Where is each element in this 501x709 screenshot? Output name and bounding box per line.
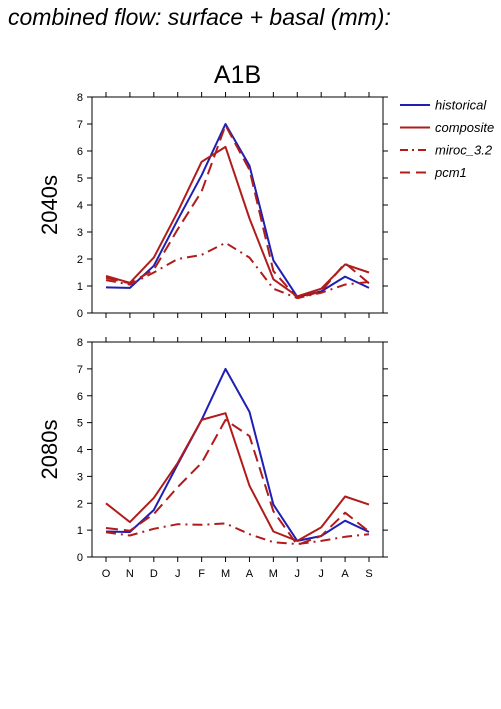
x-tick-label: A [246,568,254,580]
series-line-miroc-3-2 [105,522,370,546]
legend-label: miroc_3.2 [435,143,493,158]
x-tick-label: O [102,568,111,580]
y-tick-label: 5 [77,173,83,185]
legend-label: pcm1 [434,165,467,180]
legend-label: composite [435,120,494,135]
panel-title: A1B [214,61,261,89]
y-tick-label: 7 [77,119,83,131]
y-tick-label: 4 [77,445,83,457]
x-tick-label: F [198,568,205,580]
x-tick-label: M [221,568,230,580]
y-axis-label: 2080s [37,420,62,480]
x-tick-label: N [126,568,134,580]
y-tick-label: 0 [77,308,83,320]
y-tick-label: 8 [77,337,83,349]
series-line-pcm1 [105,124,370,300]
series-line-miroc-3-2 [105,241,370,300]
y-tick-label: 2 [77,254,83,266]
y-tick-label: 1 [77,281,83,293]
x-tick-label: A [341,568,349,580]
x-tick-label: J [318,568,324,580]
series-line-composite [105,412,370,542]
x-tick-label: M [269,568,278,580]
y-tick-label: 6 [77,146,83,158]
panel-2: 2080s 0 1 2 3 4 5 6 7 8 O N D J F M A M J J A S [37,337,388,580]
series-line-historical [105,123,370,298]
y-tick-label: 4 [77,200,83,212]
y-tick-label: 2 [77,498,83,510]
x-tick-label: J [175,568,181,580]
y-tick-label: 6 [77,391,83,403]
y-tick-label: 3 [77,471,83,483]
y-tick-label: 3 [77,227,83,239]
y-tick-label: 0 [77,552,83,564]
panel-1: A1B 2040s 0 1 2 3 4 5 6 7 8 [37,61,388,320]
x-tick-label: S [365,568,372,580]
legend-label: historical [435,98,487,113]
series-line-pcm1 [105,418,370,546]
y-tick-label: 5 [77,418,83,430]
y-tick-label: 1 [77,525,83,537]
y-tick-label: 8 [77,92,83,104]
x-tick-label: J [295,568,301,580]
y-tick-label: 7 [77,364,83,376]
series-line-composite [105,145,370,298]
y-axis-label: 2040s [37,175,62,235]
x-tick-label: D [150,568,158,580]
page-title: combined flow: surface + basal (mm): [8,4,391,30]
legend: historical composite miroc_3.2 pcm1 [400,98,494,180]
